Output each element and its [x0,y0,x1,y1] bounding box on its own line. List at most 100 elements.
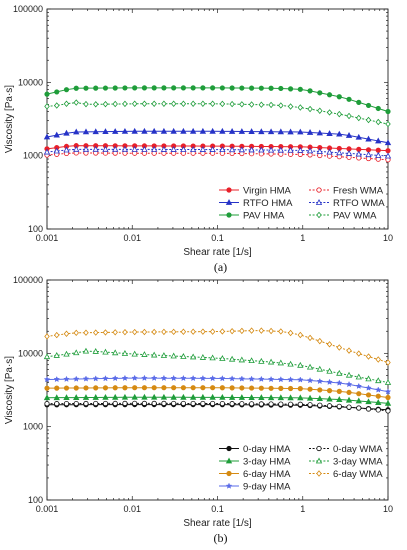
data-point [258,385,264,391]
data-point [180,385,186,391]
data-point [82,375,90,382]
data-point [326,403,333,409]
data-point [238,375,246,382]
data-point [102,385,109,391]
data-point [131,100,138,107]
data-point [141,385,148,391]
data-point [365,398,372,405]
data-point [287,103,294,110]
data-point [180,328,187,335]
data-point [317,337,323,345]
data-point [112,145,119,152]
data-point [356,114,362,122]
data-point [141,145,148,152]
data-point [229,327,235,335]
data-point [307,105,313,113]
data-point [170,328,177,336]
data-point [297,104,304,111]
data-point [170,100,177,107]
data-point [73,99,79,106]
data-point [355,373,362,380]
data-point [365,151,372,158]
data-point [248,375,255,382]
data-point [345,380,353,388]
data-point [316,395,323,402]
data-point [93,385,99,391]
data-point [73,329,79,337]
data-point [287,329,294,337]
data-point [249,85,255,91]
legend-item: 9-day HMA [219,481,291,492]
data-point [385,408,391,414]
data-point [82,347,90,354]
data-point [384,399,392,406]
data-point [326,388,333,394]
data-point [54,102,60,109]
data-point [277,359,285,366]
data-point [190,385,196,391]
data-point [278,328,284,335]
data-point [171,400,177,407]
data-point [258,401,264,407]
data-point [141,85,148,91]
series-6-day-hma [44,385,391,401]
data-point [267,375,275,383]
data-point [209,393,216,400]
data-point [228,127,236,134]
data-point [258,85,264,91]
data-point [268,85,274,91]
data-point [219,355,226,361]
data-point [258,375,265,382]
data-point [151,400,157,406]
x-axis-label: Shear rate [1/s] [183,247,252,258]
data-point [131,350,138,357]
series-line [46,102,389,125]
data-point [297,128,304,135]
data-point [92,128,99,135]
data-point [365,135,372,142]
data-point [238,146,246,153]
data-point [239,101,245,108]
data-point [200,385,206,391]
data-point [92,329,99,336]
data-point [355,397,362,404]
data-point [190,400,196,407]
data-point [112,349,119,356]
data-point [141,374,148,381]
data-point [258,101,265,108]
data-point [44,401,50,407]
data-point [121,145,129,152]
data-point [336,110,343,118]
data-point [356,99,362,105]
legend-item: Virgin HMA [219,185,292,196]
data-point [336,403,342,409]
data-point [258,394,265,401]
data-point [82,394,90,400]
data-point [229,385,235,391]
data-point [63,330,70,337]
data-point [287,385,294,392]
data-point [180,374,187,382]
data-point [189,127,197,134]
data-point [306,147,314,154]
data-point [356,350,362,357]
data-point [161,400,167,406]
data-point [199,127,207,134]
data-point [53,147,60,154]
data-point [307,88,313,94]
data-point [385,120,391,128]
data-point [355,382,363,389]
data-point [346,404,352,410]
data-point [248,101,255,108]
data-point [229,100,235,108]
data-point [209,328,216,335]
data-point [44,91,50,97]
panel-label: (b) [214,531,228,545]
data-point [141,328,148,336]
series-line [46,396,389,404]
data-point [228,375,236,382]
data-point [160,374,168,381]
data-point [365,375,372,382]
data-point [385,359,391,366]
